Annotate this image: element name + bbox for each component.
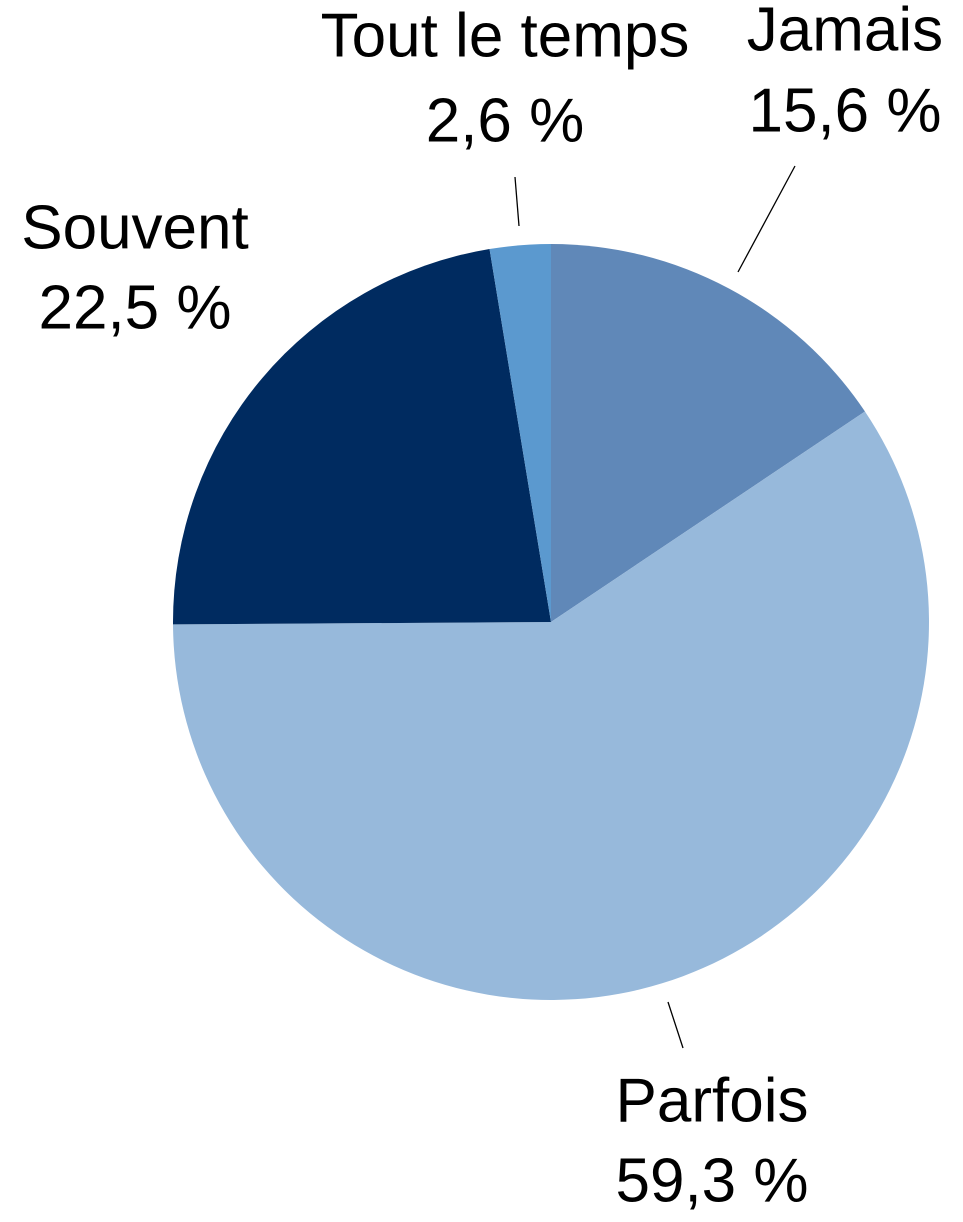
slice-label: Jamais	[747, 0, 943, 64]
slice-value-label: 2,6 %	[426, 86, 585, 155]
pie-slice	[173, 249, 551, 625]
slice-label: Parfois	[616, 1066, 809, 1135]
slice-label: Souvent	[21, 193, 249, 262]
leader-line	[737, 165, 796, 273]
slice-value-label: 22,5 %	[38, 273, 231, 342]
slice-label: Tout le temps	[321, 1, 690, 70]
pie-slice	[551, 244, 865, 622]
leader-line	[514, 176, 520, 227]
pie-slice	[173, 411, 930, 1001]
pie-slice	[489, 244, 551, 622]
leader-line	[667, 1001, 684, 1049]
slice-value-label: 59,3 %	[615, 1146, 808, 1215]
slice-value-label: 15,6 %	[748, 76, 941, 145]
